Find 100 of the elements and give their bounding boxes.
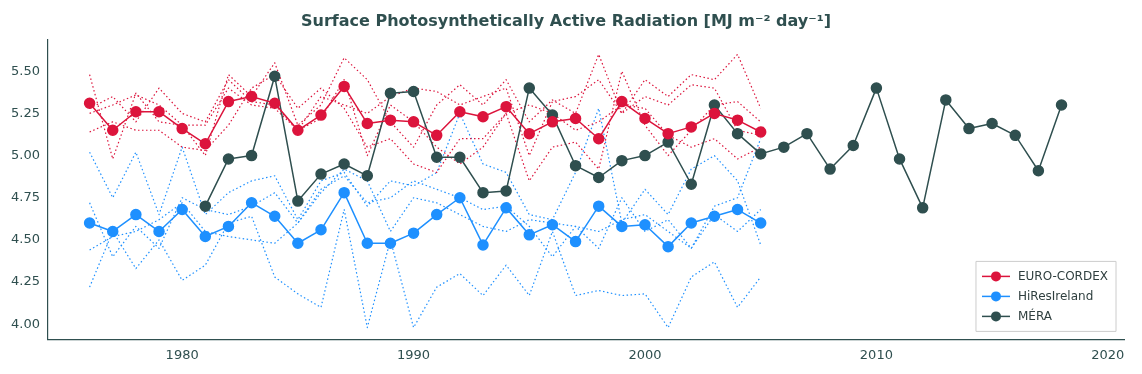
point — [546, 218, 559, 231]
y-tick-label: 4.50 — [10, 231, 40, 247]
point — [569, 112, 582, 125]
point — [477, 239, 489, 251]
point — [222, 95, 235, 108]
point — [430, 208, 443, 221]
point — [338, 80, 350, 93]
point — [592, 132, 605, 145]
point — [592, 171, 605, 184]
point — [338, 186, 350, 199]
point — [477, 186, 489, 199]
point — [268, 210, 281, 223]
point — [662, 240, 674, 253]
point — [130, 105, 142, 118]
y-tick-label: 4.25 — [10, 273, 40, 289]
point — [292, 124, 304, 137]
point — [801, 127, 813, 140]
point — [963, 122, 975, 135]
point — [315, 224, 327, 236]
point — [685, 178, 698, 190]
point — [292, 195, 304, 207]
point — [500, 100, 512, 113]
x-tick-label: 1980 — [165, 346, 199, 362]
point — [731, 127, 744, 140]
point — [569, 159, 582, 172]
y-tick-label: 4.75 — [10, 189, 40, 205]
y-tick-label: 5.25 — [10, 104, 40, 120]
point — [500, 202, 512, 214]
point — [176, 122, 188, 135]
point — [708, 210, 721, 223]
point — [199, 138, 212, 150]
point — [685, 217, 698, 229]
point — [523, 82, 536, 94]
point — [268, 70, 281, 83]
point — [361, 170, 374, 182]
point — [940, 94, 952, 106]
point — [315, 109, 327, 121]
point — [407, 116, 420, 128]
point — [315, 168, 327, 180]
point — [893, 153, 906, 165]
point — [83, 97, 96, 110]
point — [407, 227, 420, 239]
legend-label: EURO-CORDEX — [1017, 268, 1109, 283]
point — [1032, 165, 1045, 177]
point — [1055, 99, 1068, 111]
y-tick-label: 5.50 — [10, 62, 40, 78]
point — [754, 148, 767, 160]
point — [916, 202, 929, 214]
point — [616, 154, 628, 167]
legend-label: MÉRA — [1017, 307, 1053, 323]
point — [430, 151, 443, 164]
point — [153, 225, 165, 238]
point — [639, 112, 651, 125]
point — [454, 105, 466, 118]
point — [199, 230, 212, 243]
point — [592, 200, 605, 212]
point — [754, 126, 767, 138]
point — [130, 208, 142, 221]
point — [384, 237, 397, 250]
point — [639, 218, 651, 231]
point — [616, 95, 628, 108]
point — [245, 149, 258, 162]
point — [523, 229, 536, 241]
point — [662, 127, 674, 140]
point — [83, 217, 96, 229]
point — [407, 85, 420, 98]
point — [384, 87, 397, 99]
point — [384, 114, 397, 126]
y-tick-label: 4.00 — [10, 315, 40, 331]
point — [176, 203, 188, 216]
legend-label: HiResIreland — [1017, 288, 1094, 303]
point — [454, 191, 466, 204]
point — [731, 114, 744, 126]
x-tick-label: 1990 — [397, 346, 431, 362]
point — [685, 121, 698, 133]
point — [847, 139, 859, 152]
point — [361, 117, 374, 130]
point — [1009, 129, 1021, 142]
point — [986, 117, 998, 130]
x-tick-label: 2000 — [628, 346, 662, 362]
chart-title: Surface Photosynthetically Active Radiation [MJ m⁻² day⁻¹] — [300, 10, 832, 30]
y-tick-label: 5.00 — [10, 146, 40, 162]
point — [245, 90, 258, 103]
point — [338, 158, 350, 170]
point — [430, 129, 443, 142]
point — [731, 203, 744, 216]
point — [616, 220, 628, 233]
x-tick-label: 2020 — [1091, 346, 1125, 362]
point — [500, 185, 512, 197]
point — [454, 151, 466, 164]
point — [824, 163, 836, 175]
point — [245, 197, 258, 209]
point — [639, 149, 651, 162]
point — [199, 200, 212, 212]
point — [754, 217, 767, 229]
point — [870, 82, 883, 94]
point — [222, 153, 235, 165]
point — [546, 116, 559, 128]
point — [477, 111, 489, 123]
point — [361, 237, 374, 250]
